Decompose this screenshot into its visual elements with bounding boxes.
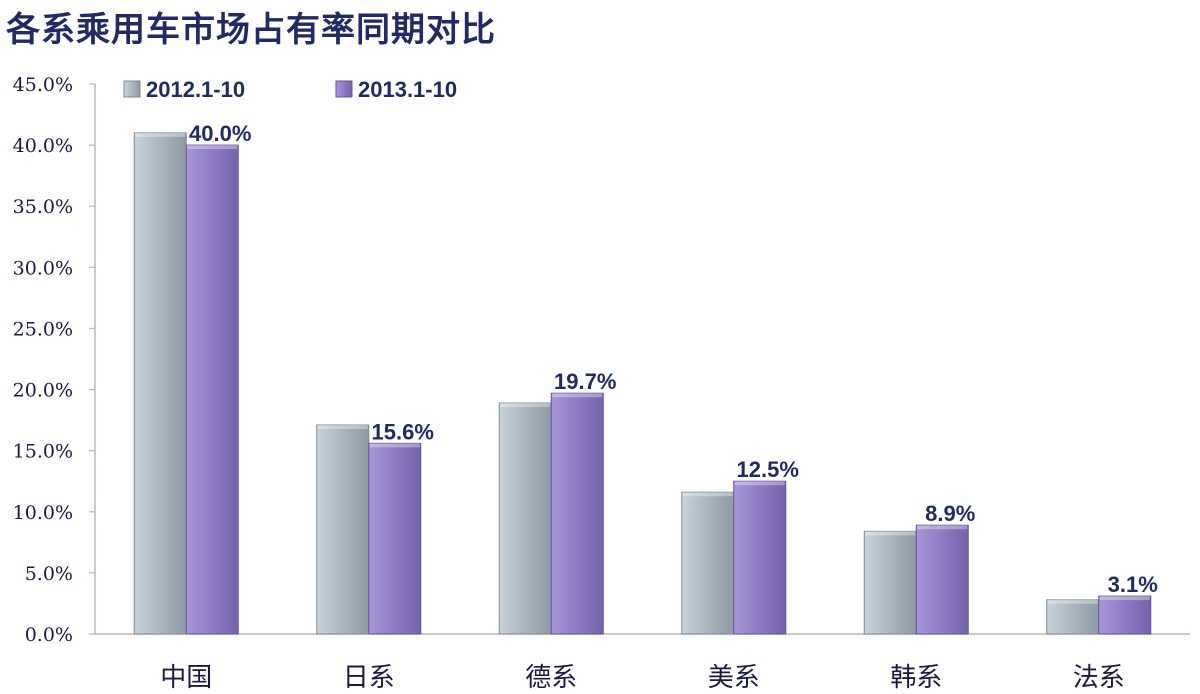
data-label: 40.0% (189, 121, 251, 146)
bar-2013 (733, 480, 787, 635)
bar-2013 (1098, 595, 1152, 635)
bar-2012 (681, 491, 735, 635)
x-category-label: 美系 (708, 663, 760, 693)
data-label: 15.6% (372, 419, 434, 444)
y-tick-label: 45.0% (13, 74, 73, 96)
bar-2013 (185, 144, 239, 635)
y-tick-label: 35.0% (13, 196, 73, 218)
bars (133, 132, 1152, 635)
y-tick-label: 20.0% (13, 380, 73, 402)
bar-highlight (317, 425, 368, 429)
bar-2013 (550, 392, 604, 635)
bar-highlight (682, 492, 733, 497)
legend-swatch (123, 80, 141, 98)
legend-label: 2013.1-10 (358, 77, 457, 102)
bar-highlight (734, 481, 785, 486)
y-tick-label: 0.0% (25, 624, 73, 646)
x-category-label: 日系 (343, 663, 395, 693)
bar-highlight (917, 525, 968, 530)
y-tick-label: 25.0% (13, 318, 73, 340)
bar-2012 (316, 424, 370, 635)
bar-highlight (1099, 596, 1150, 601)
data-label: 12.5% (737, 457, 799, 482)
bar-2012 (133, 132, 187, 635)
bar-highlight (135, 132, 186, 137)
y-tick-label: 15.0% (13, 441, 73, 463)
x-category-label: 韩系 (890, 663, 942, 693)
bar-2013 (915, 524, 969, 635)
bar-highlight (369, 443, 420, 448)
bar-2012 (1046, 599, 1100, 635)
bar-2012 (498, 402, 552, 635)
data-label: 3.1% (1108, 572, 1158, 597)
data-label: 19.7% (554, 369, 616, 394)
y-tick-label: 10.0% (13, 502, 73, 524)
legend-swatch (335, 80, 353, 98)
bar-2012 (863, 530, 917, 635)
legend: 2012.1-10 2013.1-10 (123, 77, 457, 102)
x-category-label: 中国 (160, 663, 212, 693)
bar-highlight (187, 145, 238, 150)
y-tick-label: 40.0% (13, 135, 73, 157)
y-tick-label: 5.0% (25, 563, 73, 585)
axes: 0.0% 5.0% 10.0% 15.0% 20.0% 25.0% 30.0% 35.0% 40… (13, 74, 1190, 693)
bar-highlight (1047, 599, 1098, 604)
y-tick-label: 30.0% (13, 257, 73, 279)
x-category-label: 法系 (1073, 663, 1125, 693)
bar-highlight (865, 531, 916, 536)
x-category-label: 德系 (525, 663, 577, 693)
bar-highlight (552, 393, 603, 398)
legend-label: 2012.1-10 (146, 77, 245, 102)
bar-2013 (368, 442, 422, 635)
data-labels: 40.0% 15.6% 19.7% 12.5% 8.9% 3.1% (189, 121, 1158, 597)
bar-highlight (500, 403, 551, 407)
chart-title: 各系乘用车市场占有率同期对比 (6, 10, 496, 50)
data-label: 8.9% (925, 501, 975, 526)
